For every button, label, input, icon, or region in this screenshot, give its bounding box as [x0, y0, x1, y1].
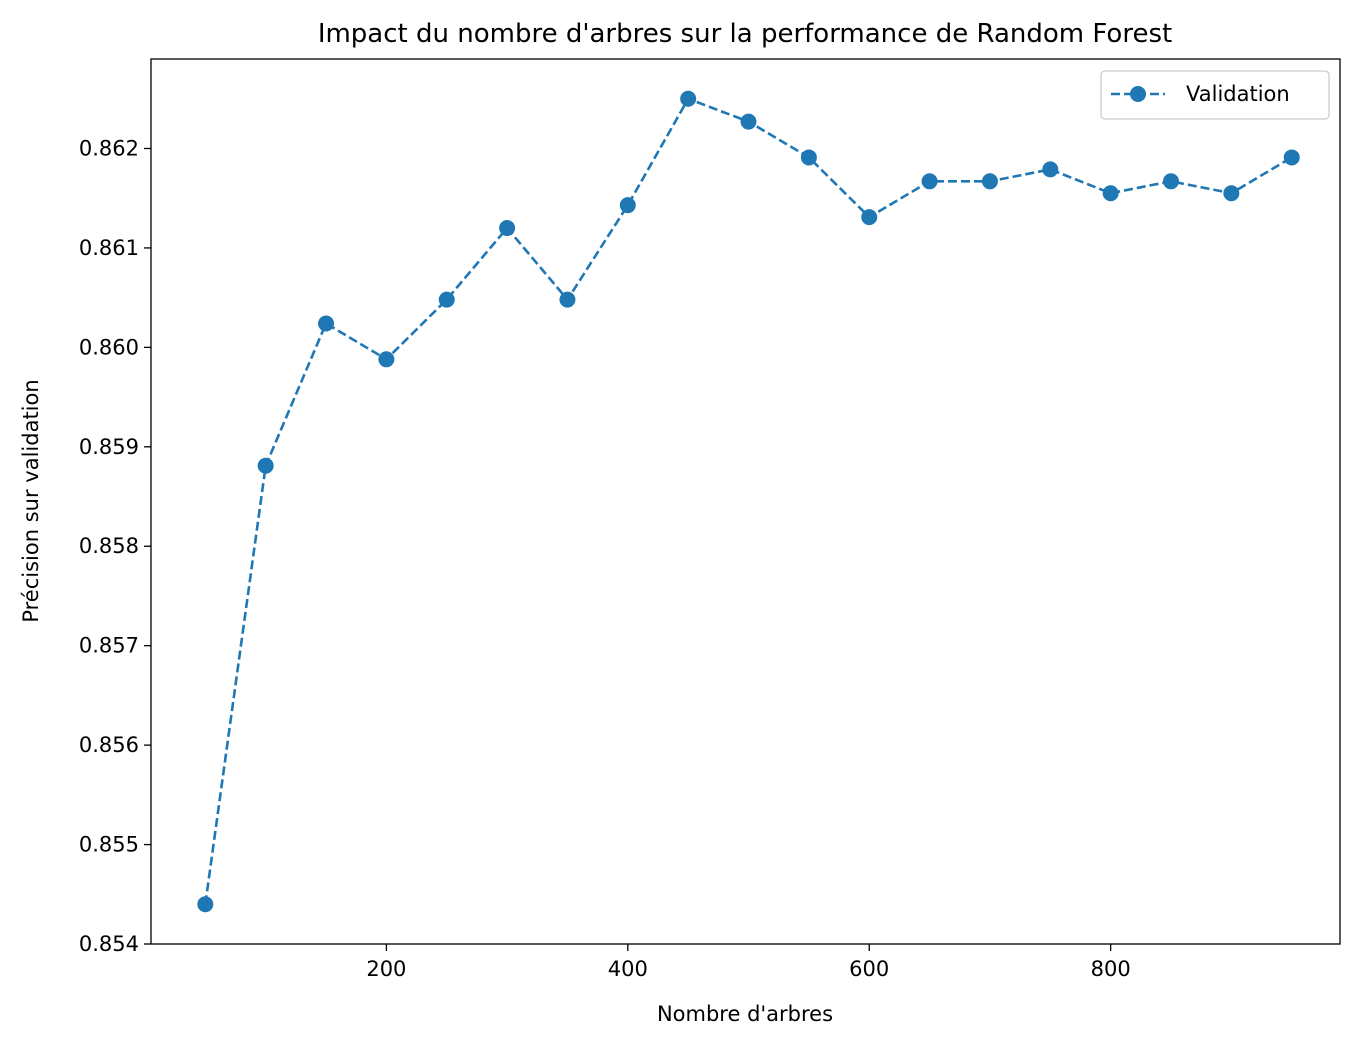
data-point	[1163, 173, 1180, 190]
y-tick-label: 0.857	[79, 634, 139, 658]
ticks-layer: 200 400 600 800 0.854 0.855 0.856 0.857 0.858 0.8…	[79, 136, 1131, 981]
y-tick-label: 0.858	[79, 534, 139, 558]
x-axis-label: Nombre d'arbres	[657, 1002, 833, 1026]
y-tick-label: 0.860	[79, 335, 139, 359]
data-point	[257, 457, 274, 474]
data-point	[1223, 185, 1240, 202]
data-point	[378, 351, 395, 368]
y-axis-label: Précision sur validation	[19, 379, 43, 622]
data-point	[800, 149, 817, 166]
x-tick-label: 600	[849, 957, 889, 981]
y-tick-label: 0.862	[79, 136, 139, 160]
x-tick-label: 800	[1091, 957, 1131, 981]
data-point	[559, 291, 576, 308]
data-point	[438, 291, 455, 308]
data-point	[680, 90, 697, 107]
data-point	[981, 173, 998, 190]
data-point	[1283, 149, 1300, 166]
y-tick-label: 0.856	[79, 733, 139, 757]
data-point	[318, 315, 335, 332]
plot-frame	[150, 58, 1341, 945]
series-layer	[197, 90, 1300, 913]
legend-label-validation: Validation	[1186, 82, 1290, 106]
data-point	[499, 220, 516, 237]
y-tick-label: 0.854	[79, 932, 139, 956]
data-point	[1102, 185, 1119, 202]
y-tick-label: 0.861	[79, 236, 139, 260]
series-line-validation	[204, 97, 1293, 905]
data-point	[619, 197, 636, 214]
data-point	[740, 113, 757, 130]
y-tick-label: 0.855	[79, 833, 139, 857]
data-point	[197, 896, 214, 913]
legend-marker-swatch	[1130, 86, 1146, 102]
chart-title: Impact du nombre d'arbres sur la perform…	[318, 19, 1172, 49]
legend-box	[1100, 70, 1330, 120]
data-point	[1042, 161, 1059, 178]
x-tick-label: 200	[366, 957, 406, 981]
x-tick-label: 400	[608, 957, 648, 981]
y-tick-label: 0.859	[79, 435, 139, 459]
data-point	[861, 209, 878, 226]
legend: Validation	[1100, 70, 1330, 120]
data-point	[921, 173, 938, 190]
